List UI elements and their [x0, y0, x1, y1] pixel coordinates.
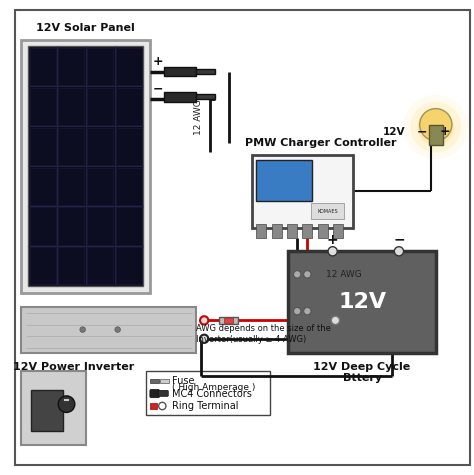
Bar [429, 125, 443, 145]
Circle shape [159, 402, 166, 410]
Circle shape [403, 95, 468, 159]
Bar [150, 403, 157, 409]
Circle shape [293, 271, 301, 278]
Bar [30, 48, 56, 85]
Bar [21, 371, 86, 445]
Circle shape [418, 109, 454, 145]
Text: +: + [327, 233, 338, 247]
Circle shape [200, 316, 209, 324]
Text: −: − [153, 83, 163, 95]
Bar [116, 48, 142, 85]
Text: ( High Amperage ): ( High Amperage ) [173, 383, 256, 391]
Bar [30, 88, 56, 125]
Bar [289, 251, 436, 352]
Text: PMW Charger Controller: PMW Charger Controller [245, 138, 396, 148]
Bar [333, 224, 343, 238]
Bar [21, 306, 196, 352]
Bar [58, 128, 84, 165]
Bar [272, 224, 282, 238]
Bar [196, 94, 215, 99]
Bar [58, 208, 84, 245]
Text: −: − [393, 233, 405, 247]
Bar [302, 224, 312, 238]
Text: 12V Solar Panel: 12V Solar Panel [36, 23, 135, 33]
Bar [30, 247, 56, 285]
Text: Ring Terminal: Ring Terminal [173, 401, 239, 411]
Bar [116, 208, 142, 245]
Bar [87, 88, 113, 125]
Bar [28, 47, 144, 286]
Bar [87, 247, 113, 285]
Bar [219, 317, 238, 323]
Text: 12V Deep Cycle
Bttery: 12V Deep Cycle Bttery [313, 362, 411, 383]
Bar [287, 224, 297, 238]
Bar [30, 128, 56, 165]
Bar [58, 88, 84, 125]
Bar [256, 224, 266, 238]
Circle shape [58, 396, 75, 412]
Circle shape [419, 109, 452, 141]
Circle shape [331, 316, 339, 324]
Bar [30, 168, 56, 205]
Circle shape [410, 102, 461, 152]
Bar [196, 68, 215, 74]
Bar [87, 48, 113, 85]
Text: 12V Power Inverter: 12V Power Inverter [13, 362, 135, 372]
FancyBboxPatch shape [158, 390, 168, 396]
Circle shape [200, 335, 209, 343]
Text: KOMAES: KOMAES [317, 209, 338, 214]
Circle shape [328, 247, 337, 256]
Text: +: + [440, 125, 450, 138]
Text: +: + [153, 55, 163, 68]
Text: MC4 Connectors: MC4 Connectors [173, 389, 252, 399]
Bar [146, 371, 270, 415]
Bar [318, 224, 328, 238]
Bar [311, 203, 344, 219]
Bar [224, 318, 233, 323]
Bar [116, 168, 142, 205]
Bar [31, 390, 63, 431]
Bar [21, 39, 150, 293]
Bar [116, 247, 142, 285]
FancyBboxPatch shape [150, 390, 160, 398]
Bar [252, 155, 353, 228]
Text: 12 AWG: 12 AWG [326, 270, 362, 279]
Text: Fuse: Fuse [173, 376, 195, 386]
Bar [164, 93, 196, 102]
Text: 12V: 12V [338, 292, 386, 312]
Circle shape [293, 307, 301, 315]
Bar [30, 208, 56, 245]
Bar [116, 88, 142, 125]
Circle shape [115, 327, 120, 332]
Bar [87, 128, 113, 165]
Circle shape [304, 307, 311, 315]
Text: −: − [417, 125, 427, 138]
Bar [58, 48, 84, 85]
Bar [256, 160, 312, 200]
Circle shape [394, 247, 403, 256]
Bar [58, 168, 84, 205]
Bar [87, 168, 113, 205]
Bar [87, 208, 113, 245]
Text: 12 AWG: 12 AWG [194, 99, 203, 134]
Text: 12V: 12V [383, 127, 406, 137]
Bar [150, 379, 159, 382]
Bar [164, 67, 196, 76]
Text: AWG depends on the size of the
Inverter(usually ≥ 4 AWG): AWG depends on the size of the Inverter(… [196, 324, 331, 344]
Bar [58, 247, 84, 285]
Bar [116, 128, 142, 165]
Circle shape [304, 271, 311, 278]
Circle shape [80, 327, 85, 332]
Bar [161, 379, 169, 382]
